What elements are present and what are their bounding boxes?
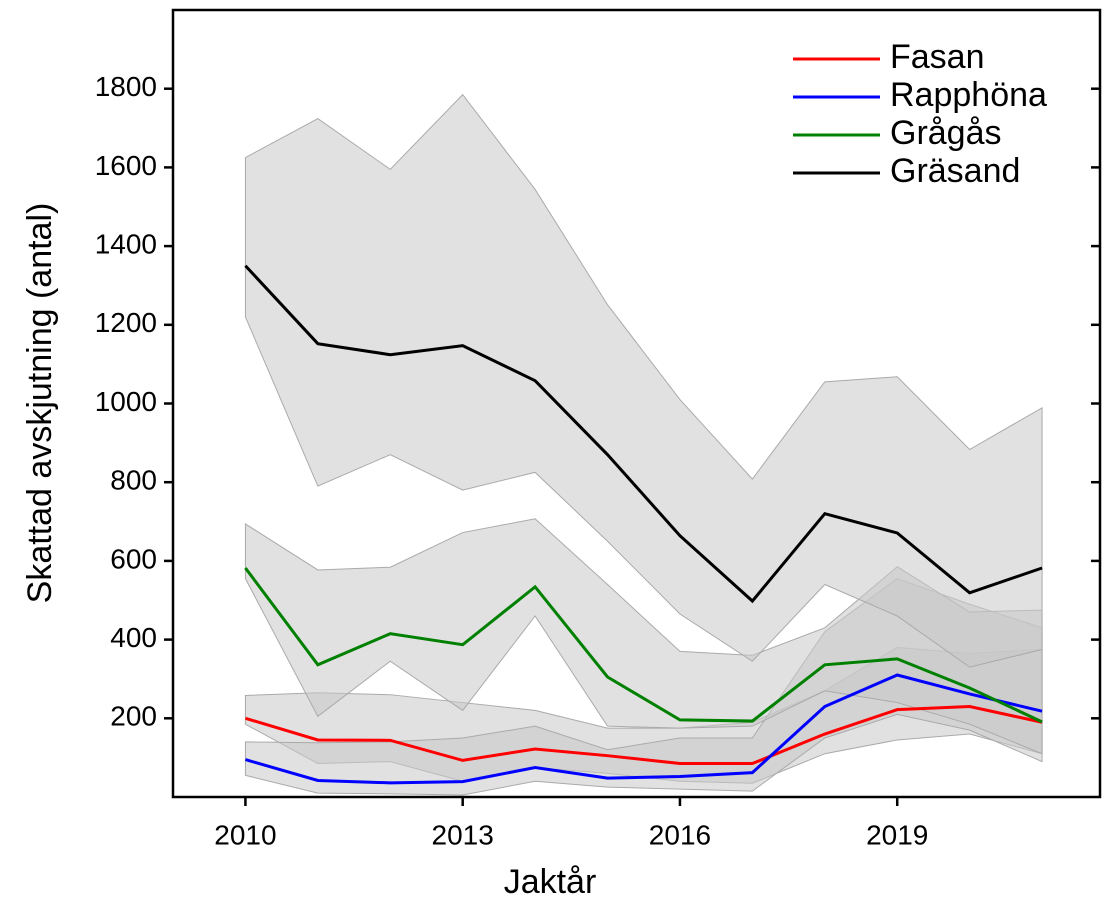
legend-label: Rapphöna [890, 76, 1047, 114]
y-tick-label: 800 [110, 465, 157, 496]
x-tick-label: 2019 [866, 819, 928, 850]
series-line [244, 264, 1043, 604]
y-tick-label: 600 [110, 543, 157, 574]
legend-label: Grågås [890, 114, 1002, 152]
legend-label: Fasan [890, 38, 985, 76]
y-tick-label: 1000 [95, 386, 157, 417]
series-line [245, 673, 1043, 785]
x-axis-label: Jaktår [504, 863, 597, 901]
confidence-band [244, 93, 1043, 668]
y-tick-label: 1800 [95, 71, 157, 102]
y-tick-label: 1600 [95, 150, 157, 181]
x-tick-label: 2013 [432, 819, 494, 850]
confidence-band [244, 518, 1043, 755]
y-tick-label: 1400 [95, 228, 157, 259]
y-tick-label: 400 [110, 622, 157, 653]
series-line [244, 704, 1043, 766]
y-tick-label: 1200 [95, 307, 157, 338]
x-tick-label: 2016 [649, 819, 711, 850]
series-line [244, 567, 1043, 724]
legend-label: Gräsand [890, 152, 1020, 190]
y-axis-label: Skattad avskjutning (antal) [21, 203, 59, 604]
y-tick-label: 200 [110, 701, 157, 732]
x-tick-label: 2010 [214, 819, 276, 850]
